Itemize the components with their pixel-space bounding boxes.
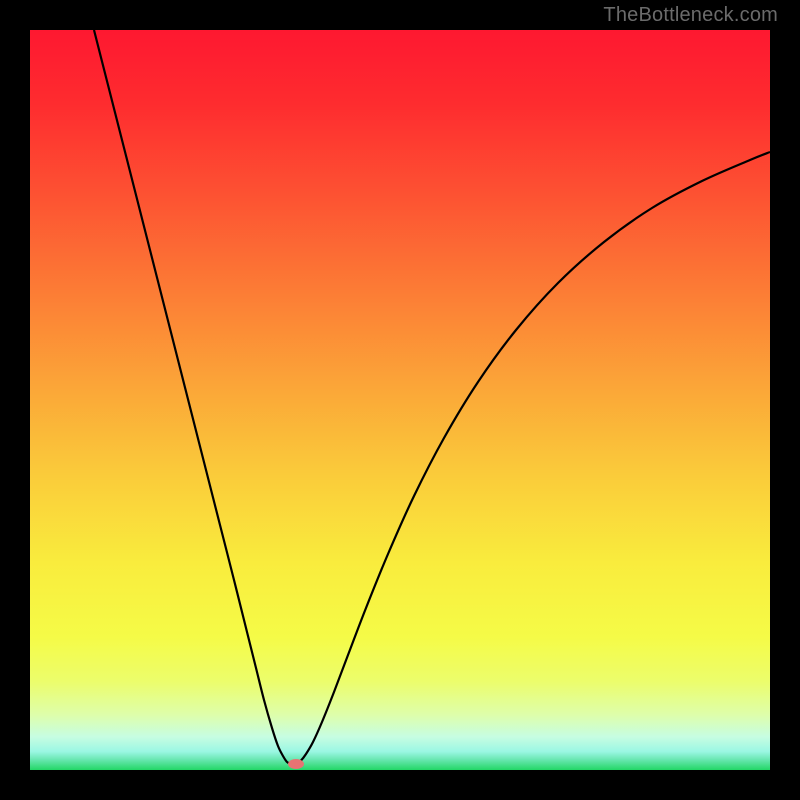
plot-svg	[30, 30, 770, 770]
plot-background	[30, 30, 770, 770]
plot-frame	[30, 30, 770, 770]
minimum-marker	[288, 759, 304, 769]
watermark-text: TheBottleneck.com	[603, 4, 778, 27]
